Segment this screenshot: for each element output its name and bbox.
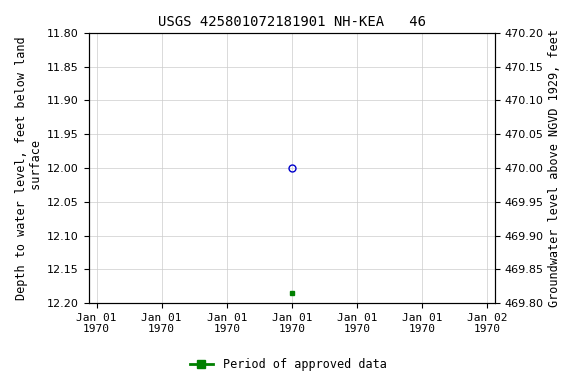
Y-axis label: Groundwater level above NGVD 1929, feet: Groundwater level above NGVD 1929, feet <box>548 29 561 307</box>
Legend: Period of approved data: Period of approved data <box>185 354 391 376</box>
Y-axis label: Depth to water level, feet below land
 surface: Depth to water level, feet below land su… <box>15 36 43 300</box>
Title: USGS 425801072181901 NH-KEA   46: USGS 425801072181901 NH-KEA 46 <box>158 15 426 29</box>
